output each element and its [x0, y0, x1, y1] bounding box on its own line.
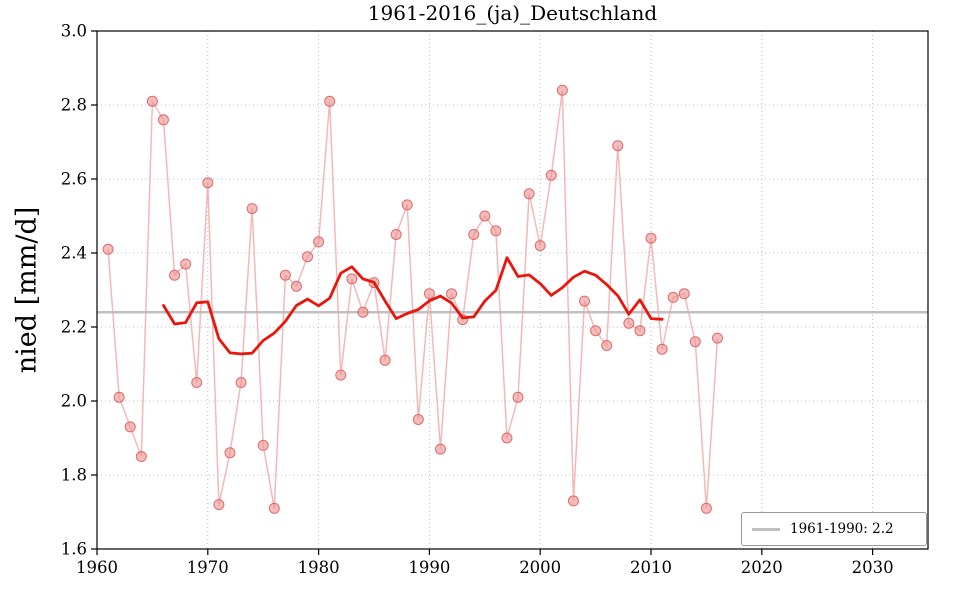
data-point — [401, 199, 413, 211]
data-point — [468, 229, 480, 240]
data-point — [623, 317, 635, 329]
data-point — [213, 499, 225, 511]
x-tick-label: 2020 — [741, 558, 783, 577]
y-tick-label: 3.0 — [61, 22, 87, 41]
data-point — [268, 502, 280, 514]
data-point — [146, 95, 158, 107]
data-point — [202, 177, 214, 189]
data-point — [124, 421, 136, 433]
data-point — [479, 210, 491, 222]
data-point — [645, 232, 657, 244]
data-point — [257, 439, 269, 451]
data-point — [423, 288, 435, 300]
data-point — [634, 325, 646, 337]
data-point — [246, 203, 258, 215]
axis-frame — [96, 30, 929, 550]
data-point — [390, 229, 402, 240]
data-point — [102, 243, 114, 255]
chart-title: 1961-2016_(ja)_Deutschland — [367, 1, 658, 25]
y-tick-label: 2.6 — [61, 170, 87, 189]
data-point — [656, 343, 668, 355]
data-point — [689, 336, 701, 348]
data-point — [302, 251, 314, 263]
data-point — [412, 414, 424, 425]
data-point — [357, 306, 369, 318]
y-tick-label: 1.6 — [61, 540, 87, 559]
data-point — [379, 354, 391, 366]
data-point — [534, 240, 546, 252]
x-tick-label: 2030 — [852, 558, 894, 577]
running-mean-line — [162, 256, 664, 356]
data-point — [157, 114, 169, 126]
data-point — [191, 377, 203, 388]
y-axis-label: nied [mm/d] — [11, 206, 43, 374]
data-point — [313, 236, 325, 248]
data-point — [135, 451, 147, 462]
data-point — [590, 325, 602, 337]
data-point — [700, 502, 712, 514]
data-point — [545, 169, 557, 181]
data-point — [224, 447, 236, 459]
data-point — [279, 269, 291, 281]
data-point — [235, 377, 247, 388]
x-tick-label: 1980 — [298, 558, 340, 577]
data-point — [501, 432, 513, 444]
data-point — [290, 280, 302, 292]
data-point — [446, 288, 458, 300]
data-point — [335, 369, 347, 381]
data-point — [601, 340, 613, 351]
data-point — [490, 225, 502, 237]
y-tick-label: 2.4 — [61, 244, 87, 263]
data-point — [667, 291, 679, 303]
x-tick-label: 2010 — [630, 558, 672, 577]
data-point — [579, 295, 591, 307]
y-tick-label: 2.2 — [61, 318, 87, 337]
data-point — [434, 443, 446, 455]
data-point — [523, 188, 535, 200]
y-tick-label: 2.8 — [61, 96, 87, 115]
data-point — [678, 288, 690, 300]
data-point — [612, 140, 624, 152]
data-point — [711, 332, 723, 344]
data-point — [169, 269, 181, 281]
x-tick-label: 1960 — [76, 558, 118, 577]
data-point — [567, 495, 579, 507]
x-tick-label: 1990 — [408, 558, 450, 577]
legend-line-sample-icon — [752, 527, 780, 531]
data-point — [556, 84, 568, 96]
data-point — [512, 391, 524, 403]
data-point — [113, 391, 125, 403]
legend-label: 1961-1990: 2.2 — [790, 521, 894, 537]
y-tick-label: 1.8 — [61, 466, 87, 485]
y-tick-label: 2.0 — [61, 392, 87, 411]
data-point — [324, 95, 336, 107]
x-tick-label: 1970 — [187, 558, 229, 577]
data-point — [180, 258, 192, 270]
x-tick-label: 2000 — [519, 558, 561, 577]
annual-series-line — [107, 90, 719, 509]
data-point — [346, 273, 358, 285]
legend: 1961-1990: 2.2 — [741, 512, 927, 546]
